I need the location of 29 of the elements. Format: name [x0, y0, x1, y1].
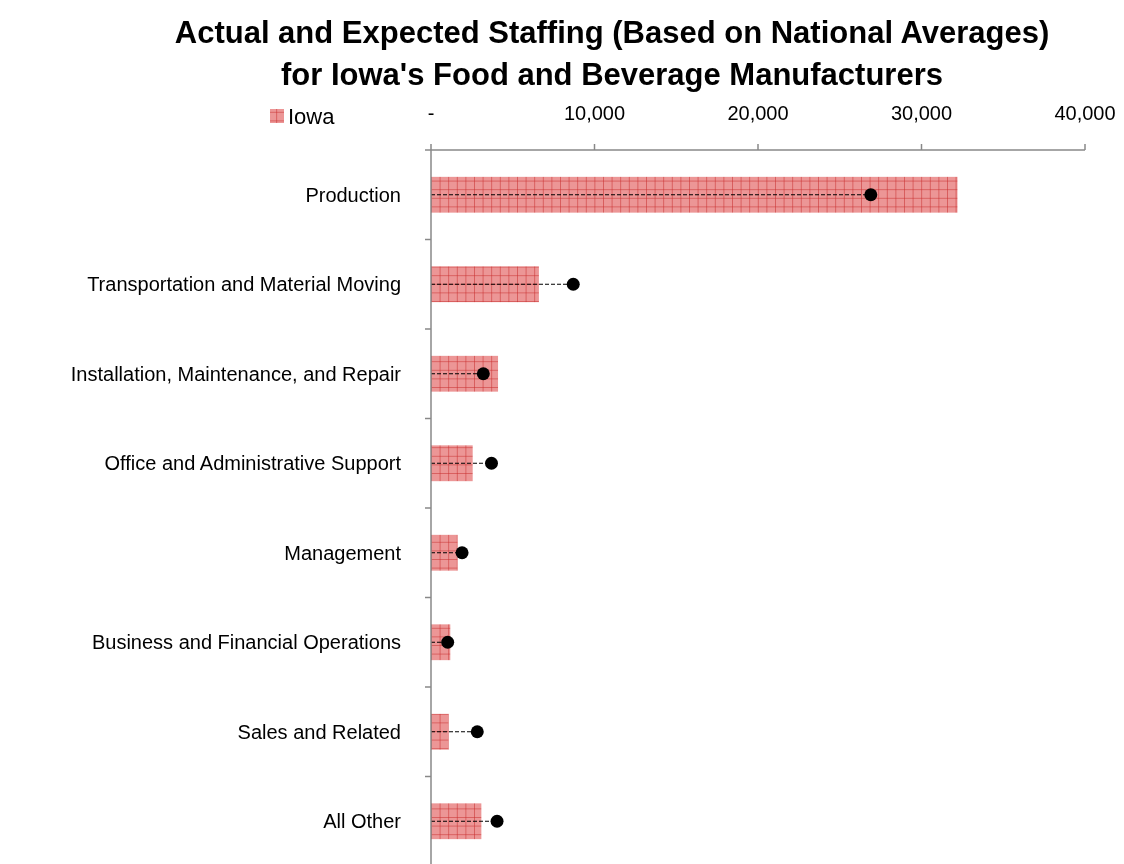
bar [431, 445, 473, 482]
y-tick-label: Production [305, 183, 401, 206]
x-tick-label: 30,000 [890, 102, 953, 124]
bar [431, 534, 458, 571]
x-tick-label: 10,000 [563, 102, 626, 124]
bar [431, 266, 539, 303]
point [470, 725, 484, 739]
y-tick-label: Business and Financial Operations [91, 631, 401, 654]
bar [431, 713, 449, 750]
y-tick-label: Office and Administrative Support [104, 452, 402, 475]
x-tick-label: - [427, 102, 435, 124]
point [455, 546, 469, 560]
point [566, 277, 580, 291]
y-tick-label: Installation, Maintenance, and Repair [70, 362, 402, 385]
x-tick-label: 20,000 [727, 102, 789, 124]
point [476, 367, 490, 381]
y-tick-label: Sales and Related [237, 720, 401, 743]
y-tick-label: All Other [323, 810, 402, 833]
chart-title: Actual and Expected Staffing (Based on National Averages) for Iowa's Food and Beverage Manufacturers [174, 15, 1050, 92]
bar [431, 176, 958, 213]
point [485, 456, 498, 470]
point [490, 814, 504, 828]
y-tick-label: Transportation and Material Moving [87, 273, 401, 296]
bar [431, 803, 482, 840]
y-tick-label: Management [284, 541, 402, 564]
x-tick-label: 40,000 [1054, 102, 1116, 124]
legend-label: Iowa [288, 103, 336, 129]
point [864, 188, 878, 202]
bar [431, 355, 499, 392]
